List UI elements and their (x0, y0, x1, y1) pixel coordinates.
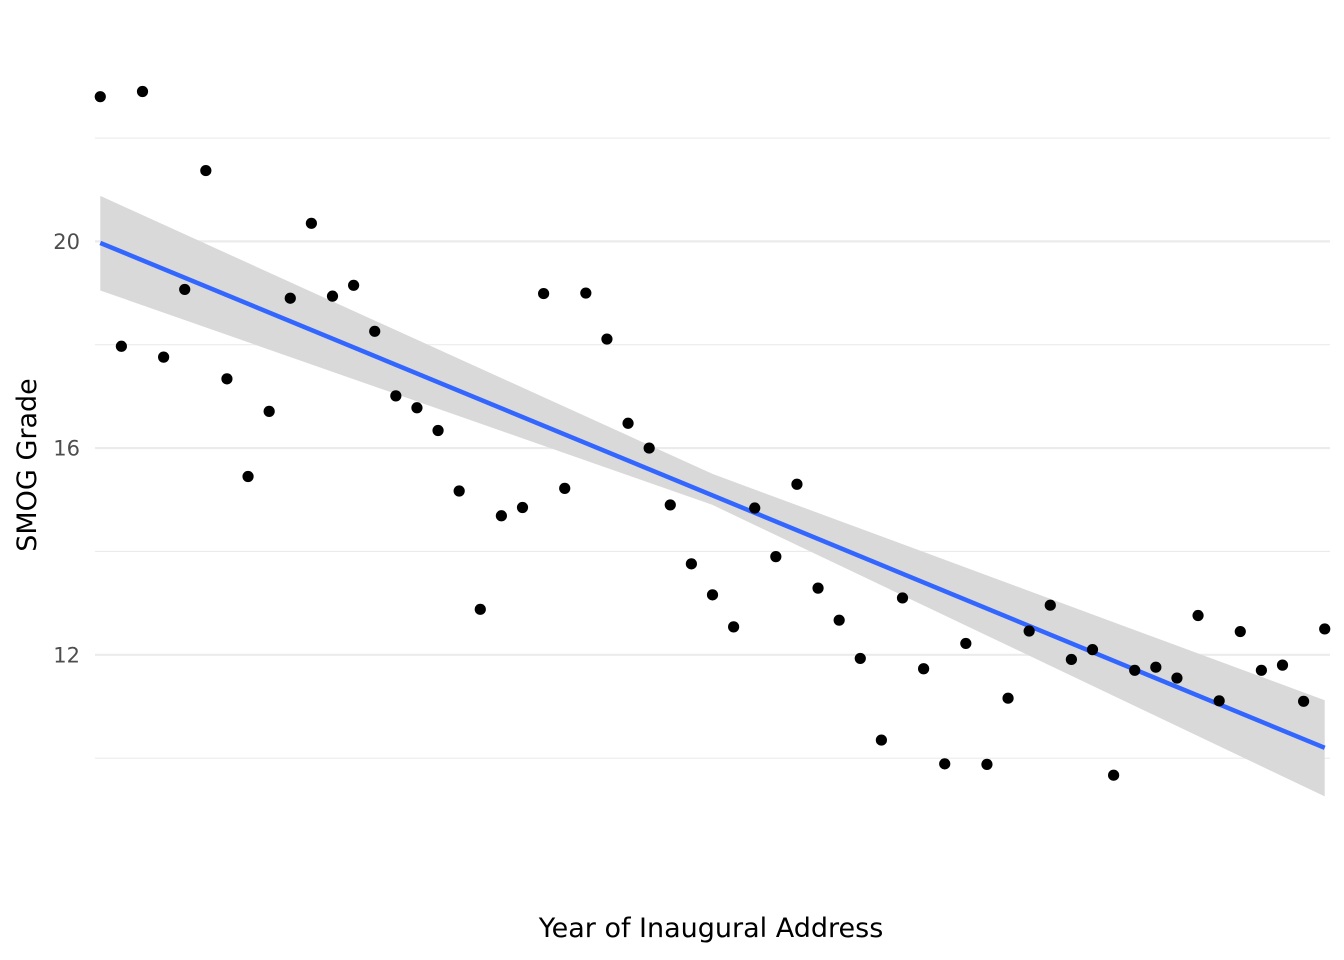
y-axis-title: SMOG Grade (12, 378, 43, 552)
data-point (305, 217, 317, 229)
data-point (1065, 653, 1077, 666)
data-point (1108, 769, 1120, 781)
data-point (875, 734, 887, 746)
data-point (918, 663, 930, 675)
data-point (896, 592, 909, 604)
data-point (474, 603, 486, 615)
data-point (1255, 664, 1267, 676)
data-point (1086, 644, 1099, 656)
data-point (706, 589, 719, 601)
data-point (854, 652, 866, 665)
data-point (643, 442, 655, 454)
data-point (1234, 625, 1246, 638)
data-point (538, 287, 550, 300)
y-tick-labels: 12 16 20 (53, 230, 80, 667)
data-point (939, 758, 951, 770)
data-point (453, 485, 465, 497)
data-point (200, 164, 212, 177)
data-point (516, 501, 529, 514)
regression-line (99, 240, 1326, 750)
data-point (495, 510, 507, 522)
data-point (580, 287, 592, 299)
data-point (136, 85, 149, 98)
data-point (284, 292, 296, 304)
y-tick-label: 16 (53, 437, 80, 461)
data-point (1171, 672, 1183, 684)
data-points (94, 85, 1331, 781)
data-point (728, 621, 740, 633)
data-point (1150, 661, 1162, 673)
data-point (1002, 692, 1014, 704)
data-point (242, 470, 254, 483)
data-point (1023, 625, 1035, 637)
x-axis-title: Year of Inaugural Address (538, 913, 884, 944)
data-point (559, 482, 571, 494)
fit-line-layer (99, 240, 1326, 750)
data-point (94, 91, 106, 103)
data-point (833, 614, 845, 626)
data-point (1129, 664, 1141, 676)
data-point (685, 558, 697, 570)
data-point (326, 290, 339, 302)
data-point (115, 340, 127, 352)
data-point (601, 333, 613, 345)
data-point (981, 758, 993, 770)
data-point (812, 582, 824, 594)
data-point (158, 351, 170, 363)
data-point (221, 373, 233, 385)
data-point (1298, 695, 1310, 707)
data-point (749, 502, 761, 514)
data-point (411, 402, 423, 414)
y-tick-label: 12 (53, 643, 80, 667)
data-point (1319, 623, 1331, 635)
data-point (1192, 609, 1204, 622)
data-point (263, 405, 275, 417)
data-point (348, 279, 360, 291)
data-point (179, 283, 191, 296)
data-point (390, 390, 402, 402)
data-point (432, 424, 444, 437)
data-point (770, 551, 782, 563)
data-point (791, 478, 803, 490)
data-point (1276, 659, 1289, 671)
data-point (622, 417, 634, 429)
y-tick-label: 20 (53, 230, 80, 254)
data-point (960, 637, 972, 650)
data-point (1044, 599, 1056, 611)
data-point (1213, 695, 1225, 707)
data-point (369, 325, 381, 337)
data-point (664, 499, 676, 511)
